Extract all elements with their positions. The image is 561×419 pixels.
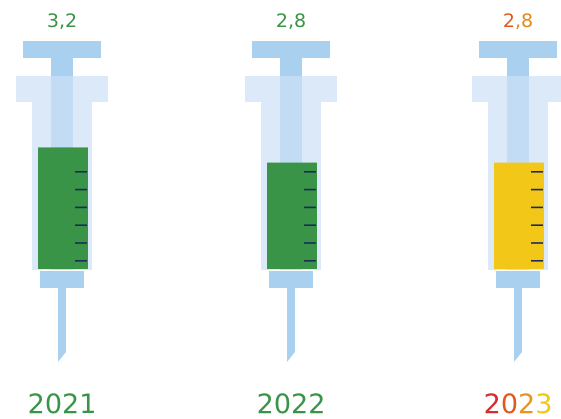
category-label-2021: 2021: [28, 389, 97, 419]
plunger-neck: [507, 58, 529, 76]
needle: [514, 288, 522, 362]
needle-hub: [269, 271, 313, 288]
measurement-tick: [304, 224, 316, 226]
needle: [58, 288, 66, 362]
measurement-tick: [304, 207, 316, 209]
needle-hub: [496, 271, 540, 288]
category-label-2023: 2023: [484, 389, 553, 419]
value-label-2022: 2,8: [276, 10, 306, 32]
measurement-tick: [75, 207, 87, 209]
liquid-fill-2023: [494, 163, 544, 269]
measurement-tick: [75, 242, 87, 244]
measurement-tick: [75, 224, 87, 226]
measurement-tick: [531, 207, 543, 209]
category-label-2022: 2022: [257, 389, 326, 419]
measurement-tick: [304, 260, 316, 262]
plunger-cap: [252, 41, 330, 58]
needle: [287, 288, 295, 362]
measurement-tick: [75, 260, 87, 262]
value-label-2021: 3,2: [47, 10, 77, 32]
value-label-2023: 2,8: [503, 10, 533, 32]
measurement-tick: [304, 171, 316, 173]
measurement-tick: [531, 242, 543, 244]
measurement-tick: [75, 189, 87, 191]
plunger-neck: [51, 58, 73, 76]
measurement-tick: [531, 224, 543, 226]
plunger-cap: [479, 41, 557, 58]
measurement-tick: [531, 171, 543, 173]
liquid-fill-2022: [267, 163, 317, 269]
measurement-tick: [304, 189, 316, 191]
plunger-cap: [23, 41, 101, 58]
measurement-tick: [531, 260, 543, 262]
measurement-tick: [75, 171, 87, 173]
needle-hub: [40, 271, 84, 288]
measurement-tick: [531, 189, 543, 191]
measurement-tick: [304, 242, 316, 244]
plunger-neck: [280, 58, 302, 76]
